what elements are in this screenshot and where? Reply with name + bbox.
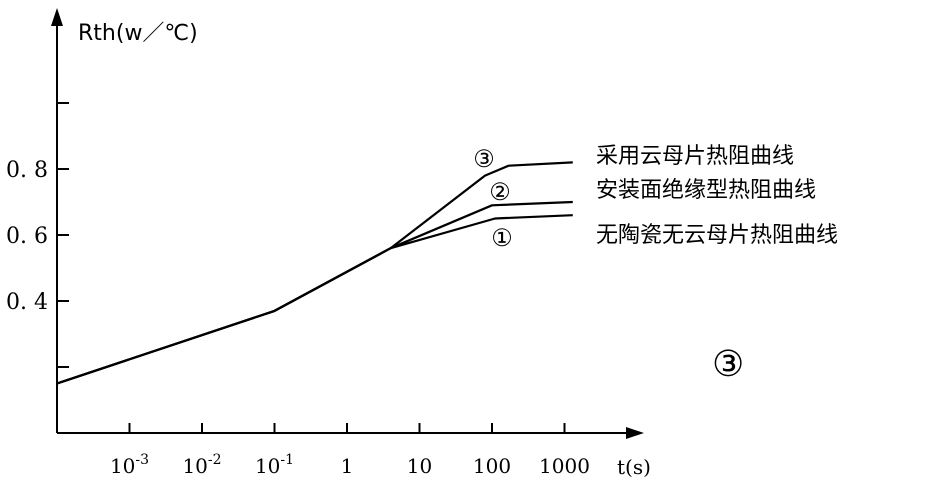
x-tick-label: 1000 — [539, 454, 590, 478]
x-ticks: 10-3 10-2 10-1 1 10 100 1000 — [110, 423, 590, 478]
series-name-3: 无陶瓷无云母片热阻曲线 — [596, 223, 838, 248]
y-axis-arrow — [51, 8, 63, 26]
axes — [51, 8, 644, 439]
x-tick-label: 100 — [473, 454, 511, 478]
y-axis-label: Rth(w／℃) — [78, 21, 198, 46]
series-marker-2: ② — [489, 178, 511, 206]
x-axis-arrow — [626, 427, 644, 439]
y-tick-label: 0. 8 — [6, 158, 48, 183]
series-line-3 — [56, 214, 573, 385]
x-tick-label: 1 — [341, 454, 354, 478]
x-tick-label: 10-2 — [182, 452, 221, 478]
x-tick-label: 10-1 — [255, 452, 294, 478]
series-lines — [56, 161, 573, 385]
y-ticks: 0. 4 0. 6 0. 8 — [6, 102, 69, 368]
x-axis-label: t(s) — [617, 455, 651, 479]
x-tick-label: 10-3 — [110, 452, 149, 478]
series-name-1: 采用云母片热阻曲线 — [596, 144, 794, 169]
x-tick-label: 10 — [407, 454, 432, 478]
legend: ③ 采用云母片热阻曲线 ② 安装面绝缘型热阻曲线 ① 无陶瓷无云母片热阻曲线 — [473, 144, 838, 252]
y-tick-label: 0. 6 — [6, 224, 48, 249]
series-marker-1: ③ — [473, 145, 495, 173]
y-tick-label: 0. 4 — [6, 290, 48, 315]
series-name-2: 安装面绝缘型热阻曲线 — [596, 178, 816, 203]
figure-marker: ③ — [712, 344, 744, 385]
series-marker-3: ① — [491, 224, 513, 252]
